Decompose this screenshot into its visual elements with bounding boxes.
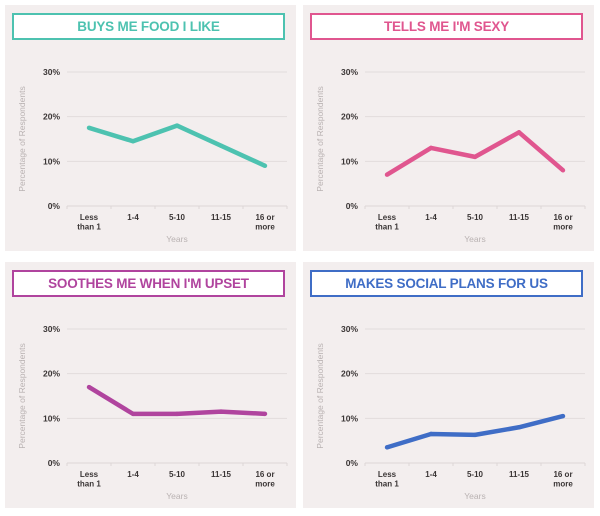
data-point — [472, 432, 478, 438]
y-tick-label: 20% — [43, 112, 60, 122]
y-tick-label: 10% — [43, 156, 60, 166]
y-tick-label: 0% — [48, 458, 61, 468]
y-tick-label: 10% — [43, 413, 60, 423]
series-line — [386, 413, 564, 450]
data-point — [428, 145, 434, 151]
y-tick-label: 10% — [341, 413, 358, 423]
y-tick-label: 30% — [341, 324, 358, 334]
chart-title-box: TELLS ME I'M SEXY — [310, 13, 583, 40]
x-tick-label: 1-4 — [127, 470, 139, 479]
data-point — [174, 411, 180, 417]
x-tick-label: 11-15 — [211, 213, 232, 222]
x-tick-label: 5-10 — [467, 213, 484, 222]
x-tick-label: Less than 1 — [375, 213, 399, 232]
series-line — [88, 123, 266, 168]
x-axis-title: Years — [166, 234, 187, 244]
chart-title: BUYS ME FOOD I LIKE — [77, 19, 220, 34]
x-tick-label: Less than 1 — [375, 470, 399, 489]
data-point — [516, 425, 522, 430]
y-tick-label: 0% — [346, 201, 359, 211]
chart-panel-buys-food: BUYS ME FOOD I LIKE 0% 10% 20% 30% Less than … — [5, 5, 296, 251]
data-point — [516, 130, 522, 135]
data-point — [262, 163, 268, 168]
data-point — [560, 413, 566, 419]
x-axis-title: Years — [464, 491, 485, 501]
x-tick-label: Less than 1 — [77, 470, 101, 489]
line-chart-buys-food: 0% 10% 20% 30% Less than 1 1-4 5-10 11-15 16 or mo… — [17, 67, 288, 244]
x-axis-title: Years — [464, 234, 485, 244]
x-tick-label: 11-15 — [211, 470, 232, 479]
x-tick-label: 1-4 — [425, 470, 437, 479]
x-tick-label: 16 or more — [553, 470, 573, 489]
x-axis-title: Years — [166, 491, 187, 501]
x-tick-label: 16 or more — [255, 470, 275, 489]
y-tick-label: 30% — [43, 67, 60, 77]
x-tick-label: 1-4 — [425, 213, 437, 222]
y-axis-title: Percentage of Respondents — [315, 343, 325, 448]
y-tick-label: 10% — [341, 156, 358, 166]
y-axis-title: Percentage of Respondents — [17, 86, 27, 191]
x-tick-label: Less than 1 — [77, 213, 101, 232]
data-point — [86, 125, 92, 131]
x-tick-label: 5-10 — [169, 470, 186, 479]
y-tick-label: 20% — [43, 369, 60, 379]
chart-title-box: SOOTHES ME WHEN I'M UPSET — [12, 270, 285, 297]
data-point — [174, 123, 180, 128]
x-tick-label: 11-15 — [509, 470, 530, 479]
chart-title: MAKES SOCIAL PLANS FOR US — [345, 276, 548, 291]
y-tick-label: 30% — [43, 324, 60, 334]
x-tick-label: 16 or more — [255, 213, 275, 232]
data-point — [384, 445, 390, 450]
chart-title-box: MAKES SOCIAL PLANS FOR US — [310, 270, 583, 297]
y-axis-title: Percentage of Respondents — [17, 343, 27, 448]
y-tick-label: 20% — [341, 112, 358, 122]
data-point — [428, 431, 434, 437]
data-point — [384, 172, 390, 177]
series-line — [385, 130, 565, 177]
chart-panel-tells-sexy: TELLS ME I'M SEXY 0% 10% 20% 30% Less than 1 1… — [303, 5, 594, 251]
data-point — [218, 143, 224, 148]
chart-panel-social-plans: MAKES SOCIAL PLANS FOR US 0% 10% 20% 30% Les… — [303, 262, 594, 508]
y-tick-label: 20% — [341, 369, 358, 379]
y-tick-label: 30% — [341, 67, 358, 77]
series-line — [87, 385, 266, 417]
line-chart-tells-sexy: 0% 10% 20% 30% Less than 1 1-4 5-10 11-15 16 or mo… — [315, 67, 586, 244]
data-point — [130, 411, 136, 417]
x-tick-label: 5-10 — [169, 213, 186, 222]
chart-panel-soothes-upset: SOOTHES ME WHEN I'M UPSET 0% 10% 20% 30% Les… — [5, 262, 296, 508]
data-point — [130, 139, 136, 144]
data-point — [86, 384, 92, 390]
data-point — [262, 411, 268, 417]
x-tick-label: 1-4 — [127, 213, 139, 222]
y-axis-title: Percentage of Respondents — [315, 86, 325, 191]
line-chart-social-plans: 0% 10% 20% 30% Less than 1 1-4 5-10 11-15 16 or mo… — [315, 324, 586, 501]
data-point — [218, 409, 224, 414]
chart-title: TELLS ME I'M SEXY — [383, 19, 510, 34]
y-tick-label: 0% — [48, 201, 61, 211]
chart-title-box: BUYS ME FOOD I LIKE — [12, 13, 285, 40]
data-point — [472, 154, 478, 160]
chart-title: SOOTHES ME WHEN I'M UPSET — [48, 276, 249, 291]
x-tick-label: 5-10 — [467, 470, 484, 479]
data-point — [560, 168, 566, 173]
line-chart-soothes-upset: 0% 10% 20% 30% Less than 1 1-4 5-10 11-15 16 or mo… — [17, 324, 288, 501]
x-tick-label: 16 or more — [553, 213, 573, 232]
x-tick-label: 11-15 — [509, 213, 530, 222]
y-tick-label: 0% — [346, 458, 359, 468]
